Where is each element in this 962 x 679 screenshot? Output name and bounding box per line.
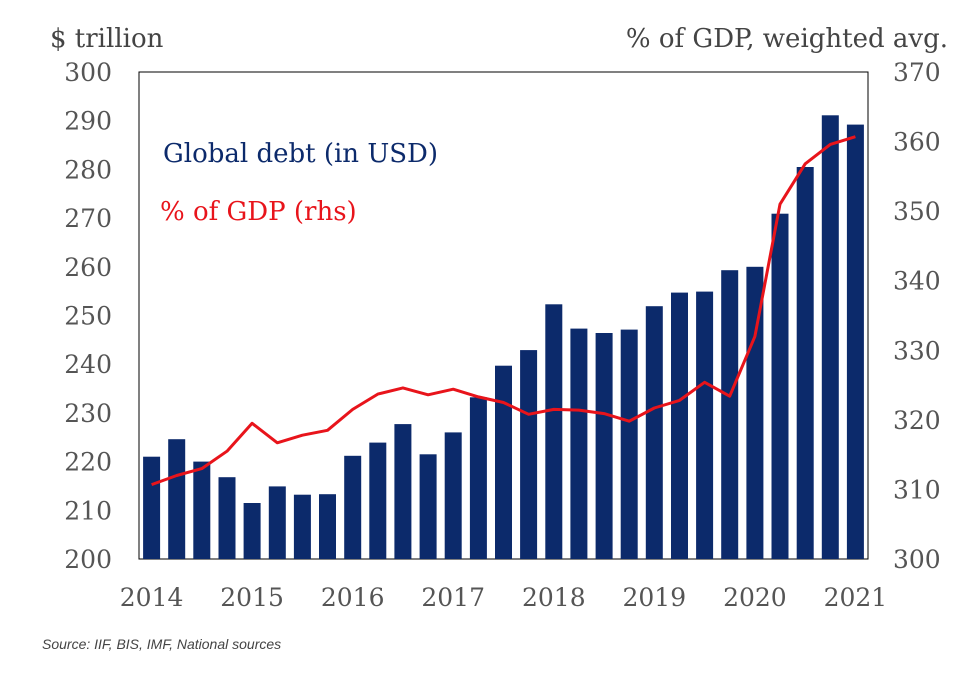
- x-tick-label: 2016: [321, 583, 385, 612]
- debt-bar: [645, 306, 663, 559]
- left-tick-label: 270: [64, 204, 112, 233]
- debt-bar: [193, 461, 211, 559]
- left-tick-label: 230: [64, 399, 112, 428]
- debt-bar: [369, 442, 387, 559]
- left-tick-label: 220: [64, 448, 112, 477]
- right-tick-label: 350: [893, 197, 941, 226]
- x-tick-label: 2017: [421, 583, 485, 612]
- debt-bar: [771, 213, 789, 559]
- debt-bar: [243, 503, 261, 559]
- debt-bar: [721, 270, 739, 559]
- debt-bar: [671, 292, 688, 559]
- x-tick-label: 2019: [622, 583, 686, 612]
- right-axis-title: % of GDP, weighted avg.: [626, 24, 948, 54]
- x-tick-label: 2021: [824, 583, 888, 612]
- right-tick-label: 310: [893, 475, 941, 504]
- debt-bars: [143, 115, 864, 560]
- left-tick-label: 290: [64, 107, 112, 136]
- x-tick-label: 2020: [723, 583, 787, 612]
- left-tick-label: 240: [64, 350, 112, 379]
- debt-bar: [746, 266, 764, 559]
- debt-bar: [143, 456, 161, 559]
- debt-bar: [846, 124, 864, 559]
- debt-bar: [469, 397, 487, 559]
- debt-bar: [218, 477, 236, 559]
- x-tick-label: 2014: [120, 583, 184, 612]
- debt-bar: [595, 333, 613, 559]
- right-tick-label: 300: [893, 545, 941, 574]
- left-tick-label: 250: [64, 302, 112, 331]
- debt-bar: [620, 329, 638, 559]
- right-tick-label: 370: [893, 58, 941, 87]
- debt-bar: [495, 365, 512, 559]
- right-tick-label: 340: [893, 267, 941, 296]
- source-note: Source: IIF, BIS, IMF, National sources: [42, 636, 282, 652]
- debt-bar: [394, 424, 412, 559]
- right-tick-label: 320: [893, 406, 941, 435]
- right-tick-label: 360: [893, 128, 941, 157]
- debt-bar: [696, 291, 714, 559]
- debt-bar: [821, 115, 839, 560]
- debt-bar: [444, 432, 462, 559]
- x-tick-label: 2018: [522, 583, 586, 612]
- left-tick-label: 280: [64, 155, 112, 184]
- right-axis-ticks: 370 360 350 340 330 320 310 300: [893, 58, 941, 574]
- left-axis-ticks: 300 290 280 270 260 250 240 230 220 210 200: [64, 58, 112, 574]
- left-tick-label: 200: [64, 545, 112, 574]
- debt-bar: [520, 350, 538, 559]
- legend-global-debt: Global debt (in USD): [163, 139, 438, 169]
- legend-gdp-ratio: % of GDP (rhs): [160, 197, 357, 227]
- debt-bar: [168, 439, 186, 559]
- debt-bar: [570, 328, 588, 559]
- debt-bar: [293, 494, 311, 559]
- x-tick-label: 2015: [220, 583, 284, 612]
- debt-bar: [268, 486, 286, 559]
- debt-bar: [319, 494, 336, 559]
- debt-bar: [344, 455, 362, 559]
- left-tick-label: 260: [64, 253, 112, 282]
- gdp-ratio-line: [151, 135, 856, 487]
- debt-bar: [796, 167, 814, 559]
- left-tick-label: 300: [64, 58, 112, 87]
- x-axis-ticks: 2014 2015 2016 2017 2018 2019 2020 2021: [120, 583, 887, 612]
- debt-bar: [419, 454, 437, 559]
- left-tick-label: 210: [64, 496, 112, 525]
- left-axis-title: $ trillion: [50, 24, 164, 54]
- right-tick-label: 330: [893, 336, 941, 365]
- debt-bar: [545, 304, 563, 559]
